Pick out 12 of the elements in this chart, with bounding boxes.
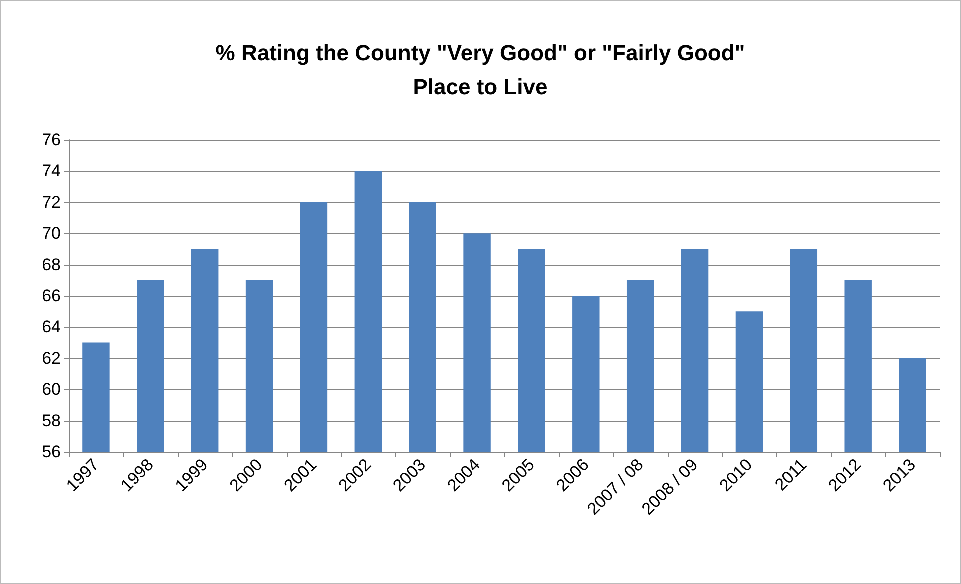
y-tick-label: 60 <box>42 380 61 400</box>
y-tick-label: 62 <box>42 348 61 368</box>
chart-title: % Rating the County "Very Good" or "Fairly Good" Place to Live <box>216 40 746 100</box>
y-tick-label: 58 <box>42 411 61 430</box>
y-tick-label: 72 <box>42 192 61 212</box>
y-tick-label: 64 <box>42 318 61 337</box>
y-tick-label: 74 <box>42 162 61 181</box>
y-tick-label: 70 <box>42 224 61 244</box>
y-tick-label: 76 <box>42 130 61 150</box>
y-tick-label: 56 <box>42 442 61 462</box>
y-tick-label: 68 <box>42 255 61 274</box>
y-tick-label: 66 <box>42 286 61 306</box>
